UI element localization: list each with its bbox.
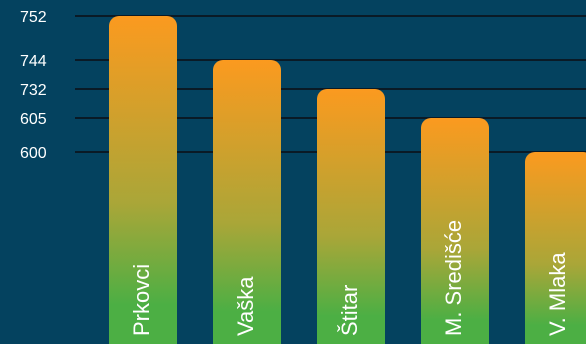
bar-3 <box>421 118 489 344</box>
bar-1 <box>213 60 281 344</box>
bar-2 <box>317 89 385 344</box>
bars <box>109 16 586 344</box>
y-tick-label: 605 <box>20 111 47 128</box>
bar-category-label: V. Mlaka <box>545 252 570 336</box>
bar-category-label: Prkovci <box>129 264 154 336</box>
bar-category-label: Štitar <box>337 285 362 336</box>
bar-category-label: M. Središće <box>441 220 466 336</box>
y-tick-label: 744 <box>20 53 47 70</box>
y-tick-label: 732 <box>20 82 47 99</box>
y-tick-label: 600 <box>20 145 47 162</box>
bar-4 <box>525 152 586 344</box>
bar-0 <box>109 16 177 344</box>
bar-labels: Prkovci Vaška Štitar M. Središće V. Mlaka <box>129 220 570 336</box>
y-tick-labels: 752 744 732 605 600 <box>20 9 47 162</box>
y-tick-label: 752 <box>20 9 47 26</box>
bar-category-label: Vaška <box>233 276 258 336</box>
